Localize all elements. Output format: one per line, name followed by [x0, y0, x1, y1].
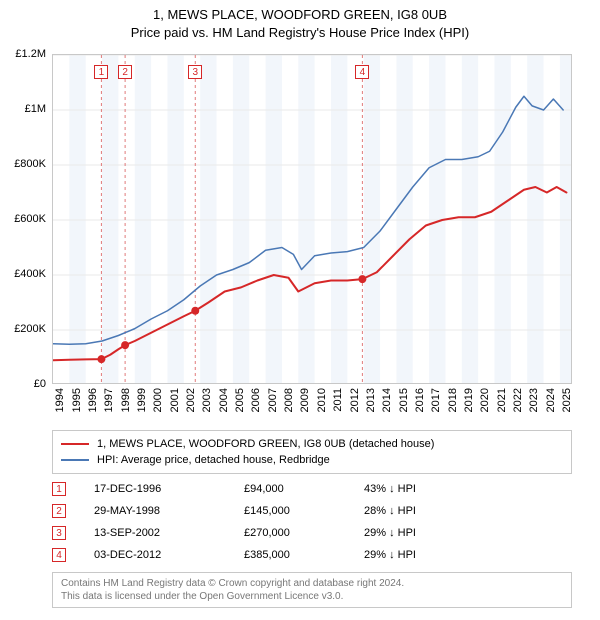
transactions-table: 1 17-DEC-1996£94,00043% ↓ HPI 2 29-MAY-1998… [52, 478, 572, 566]
x-axis-label: 2023 [528, 388, 540, 412]
footer-box: Contains HM Land Registry data © Crown c… [52, 572, 572, 608]
footer-line-2: This data is licensed under the Open Gov… [61, 590, 563, 603]
x-axis-label: 1994 [54, 388, 66, 412]
y-axis-label: £1.2M [15, 48, 46, 60]
legend-item-hpi: HPI: Average price, detached house, Redb… [61, 452, 563, 468]
x-axis-label: 2010 [316, 388, 328, 412]
x-axis-label: 2009 [299, 388, 311, 412]
transaction-row: 3 13-SEP-2002£270,00029% ↓ HPI [52, 522, 572, 544]
legend-swatch-hpi [61, 459, 89, 461]
y-axis-label: £1M [25, 103, 46, 115]
transaction-price: £385,000 [244, 549, 364, 561]
x-axis-label: 2007 [267, 388, 279, 412]
x-axis-label: 2002 [185, 388, 197, 412]
legend-label-hpi: HPI: Average price, detached house, Redb… [97, 454, 330, 466]
transaction-delta: 29% ↓ HPI [364, 549, 474, 561]
x-axis-label: 2025 [561, 388, 573, 412]
transaction-date: 29-MAY-1998 [94, 505, 244, 517]
legend-item-property: 1, MEWS PLACE, WOODFORD GREEN, IG8 0UB (… [61, 436, 563, 452]
chart-marker-box: 2 [118, 65, 132, 79]
transaction-marker: 1 [52, 482, 66, 496]
x-axis-label: 1998 [120, 388, 132, 412]
x-axis-label: 2004 [218, 388, 230, 412]
x-axis-label: 2008 [283, 388, 295, 412]
title-block: 1, MEWS PLACE, WOODFORD GREEN, IG8 0UB P… [0, 0, 600, 41]
x-axis-label: 1999 [136, 388, 148, 412]
y-axis-label: £800K [14, 158, 46, 170]
transaction-row: 2 29-MAY-1998£145,00028% ↓ HPI [52, 500, 572, 522]
x-axis-label: 2000 [152, 388, 164, 412]
plot-surface: 12 3 4 [52, 54, 572, 384]
transaction-marker: 3 [52, 526, 66, 540]
x-axis-label: 2006 [250, 388, 262, 412]
y-axis-label: £400K [14, 268, 46, 280]
transaction-date: 17-DEC-1996 [94, 483, 244, 495]
x-axis-label: 2024 [545, 388, 557, 412]
transaction-delta: 43% ↓ HPI [364, 483, 474, 495]
transaction-price: £270,000 [244, 527, 364, 539]
chart-area: 1234 £0£200K£400K£600K£800K£1M£1.2M19941… [52, 54, 572, 384]
x-axis-label: 2005 [234, 388, 246, 412]
x-axis-label: 2020 [479, 388, 491, 412]
transaction-marker: 4 [52, 548, 66, 562]
transaction-price: £94,000 [244, 483, 364, 495]
x-axis-label: 2021 [496, 388, 508, 412]
x-axis-label: 1995 [71, 388, 83, 412]
x-axis-label: 2019 [463, 388, 475, 412]
x-axis-label: 2014 [381, 388, 393, 412]
y-axis-label: £0 [34, 378, 46, 390]
y-axis-label: £200K [14, 323, 46, 335]
legend-label-property: 1, MEWS PLACE, WOODFORD GREEN, IG8 0UB (… [97, 438, 434, 450]
chart-marker-box: 4 [355, 65, 369, 79]
legend-swatch-property [61, 443, 89, 445]
title-line-2: Price paid vs. HM Land Registry's House … [0, 24, 600, 42]
x-axis-label: 2017 [430, 388, 442, 412]
title-line-1: 1, MEWS PLACE, WOODFORD GREEN, IG8 0UB [0, 6, 600, 24]
x-axis-label: 2015 [398, 388, 410, 412]
x-axis-label: 1996 [87, 388, 99, 412]
x-axis-label: 2003 [201, 388, 213, 412]
transaction-row: 4 03-DEC-2012£385,00029% ↓ HPI [52, 544, 572, 566]
transaction-delta: 29% ↓ HPI [364, 527, 474, 539]
x-axis-label: 1997 [103, 388, 115, 412]
transaction-marker: 2 [52, 504, 66, 518]
plot-svg [53, 55, 572, 384]
chart-container: 1, MEWS PLACE, WOODFORD GREEN, IG8 0UB P… [0, 0, 600, 620]
y-axis-label: £600K [14, 213, 46, 225]
transaction-delta: 28% ↓ HPI [364, 505, 474, 517]
x-axis-label: 2022 [512, 388, 524, 412]
transaction-date: 13-SEP-2002 [94, 527, 244, 539]
transaction-price: £145,000 [244, 505, 364, 517]
x-axis-label: 2013 [365, 388, 377, 412]
transaction-date: 03-DEC-2012 [94, 549, 244, 561]
chart-marker-box: 1 [94, 65, 108, 79]
x-axis-label: 2011 [332, 388, 344, 412]
legend-box: 1, MEWS PLACE, WOODFORD GREEN, IG8 0UB (… [52, 430, 572, 474]
x-axis-label: 2018 [447, 388, 459, 412]
footer-line-1: Contains HM Land Registry data © Crown c… [61, 577, 563, 590]
x-axis-label: 2001 [169, 388, 181, 412]
transaction-row: 1 17-DEC-1996£94,00043% ↓ HPI [52, 478, 572, 500]
x-axis-label: 2016 [414, 388, 426, 412]
chart-marker-box: 3 [188, 65, 202, 79]
x-axis-label: 2012 [349, 388, 361, 412]
